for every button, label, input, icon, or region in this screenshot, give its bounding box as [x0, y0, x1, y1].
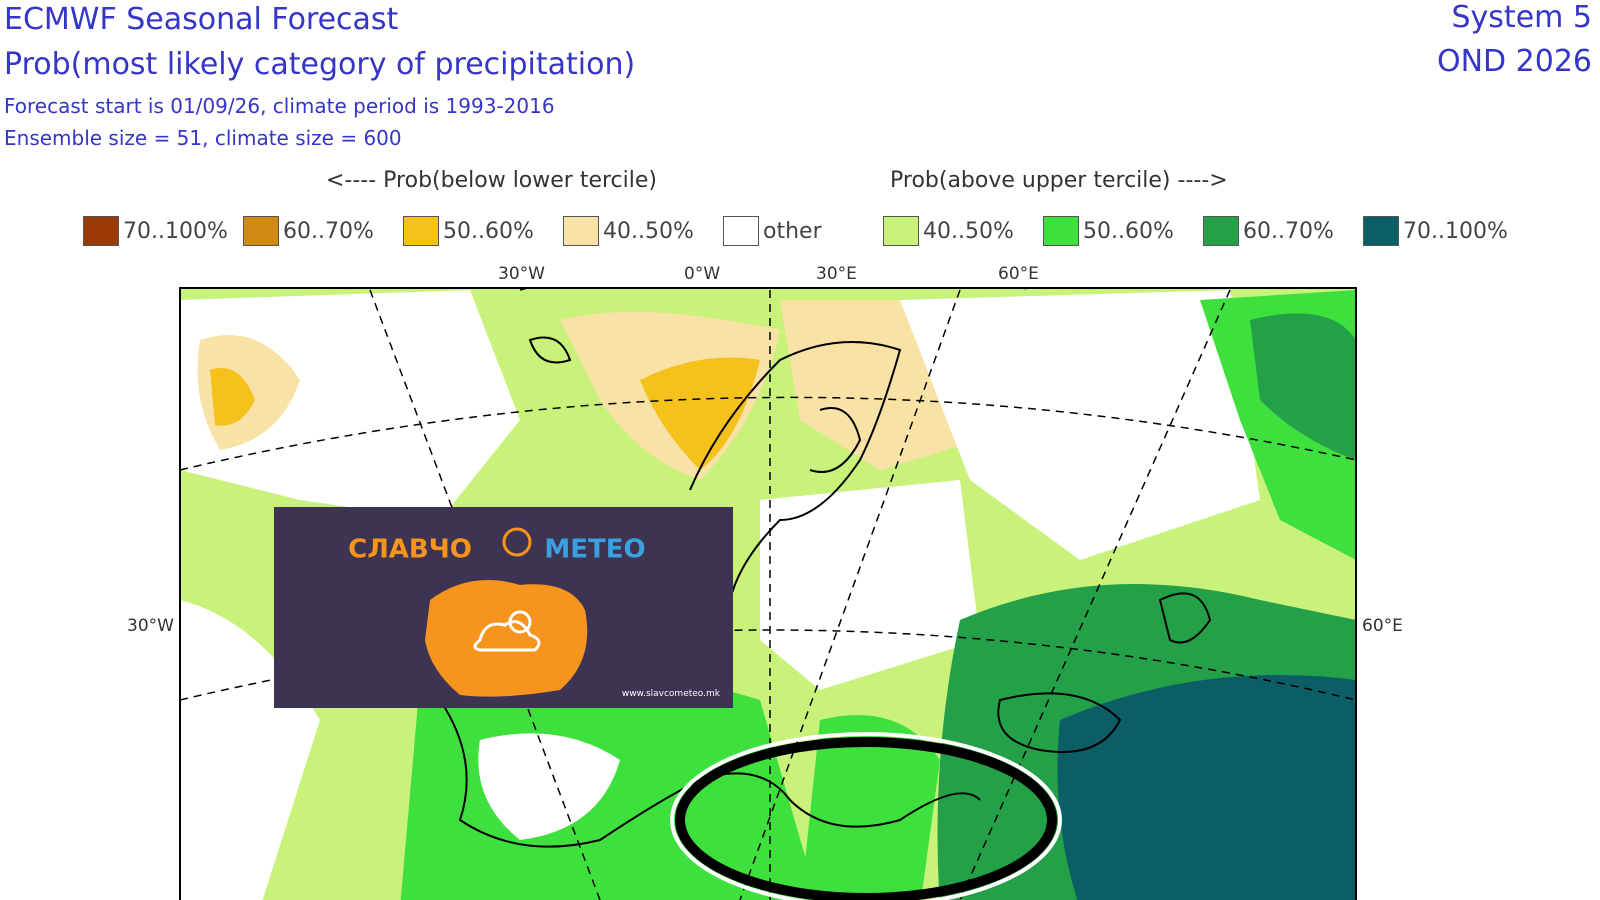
legend-item: 50..60% [1043, 216, 1174, 246]
top-label: 60°E [998, 264, 1039, 284]
legend-item: 60..70% [1203, 216, 1334, 246]
legend-item: 60..70% [243, 216, 374, 246]
legend-swatch [723, 216, 759, 246]
legend: 70..100% 60..70% 50..60% 40..50% other 40..50… [0, 216, 1600, 250]
legend-label: 40..50% [923, 218, 1014, 244]
below-heading: <---- Prob(below lower tercile) [326, 168, 657, 193]
legend-swatch [1203, 216, 1239, 246]
system: System 5 [1451, 0, 1593, 35]
info-line: Ensemble size = 51, climate size = 600 [4, 126, 402, 150]
top-label: 30°W [498, 264, 545, 284]
legend-swatch [1363, 216, 1399, 246]
legend-label: other [763, 218, 822, 244]
subtitle: Prob(most likely category of precipitati… [4, 47, 636, 82]
legend-swatch [1043, 216, 1079, 246]
title: ECMWF Seasonal Forecast [4, 2, 399, 37]
right-label: 60°E [1362, 616, 1403, 636]
legend-item: other [723, 216, 822, 246]
logo-url: www.slavcometeo.mk [622, 689, 721, 699]
legend-swatch [83, 216, 119, 246]
season: OND 2026 [1436, 44, 1592, 79]
legend-label: 50..60% [1083, 218, 1174, 244]
legend-swatch [403, 216, 439, 246]
logo-left: СЛАВЧО [348, 535, 472, 565]
legend-swatch [563, 216, 599, 246]
legend-item: 70..100% [83, 216, 228, 246]
legend-label: 50..60% [443, 218, 534, 244]
above-heading: Prob(above upper tercile) ----> [890, 168, 1228, 193]
legend-label: 60..70% [283, 218, 374, 244]
legend-label: 60..70% [1243, 218, 1334, 244]
top-label: 30°E [816, 264, 857, 284]
logo-right: МЕТЕО [544, 535, 645, 565]
legend-item: 40..50% [883, 216, 1014, 246]
left-label: 30°W [127, 616, 174, 636]
legend-label: 40..50% [603, 218, 694, 244]
legend-label: 70..100% [1403, 218, 1508, 244]
legend-label: 70..100% [123, 218, 228, 244]
legend-swatch [243, 216, 279, 246]
info-line: Forecast start is 01/09/26, climate peri… [4, 94, 555, 118]
legend-item: 70..100% [1363, 216, 1508, 246]
top-label: 0°W [684, 264, 721, 284]
legend-item: 40..50% [563, 216, 694, 246]
legend-item: 50..60% [403, 216, 534, 246]
legend-swatch [883, 216, 919, 246]
